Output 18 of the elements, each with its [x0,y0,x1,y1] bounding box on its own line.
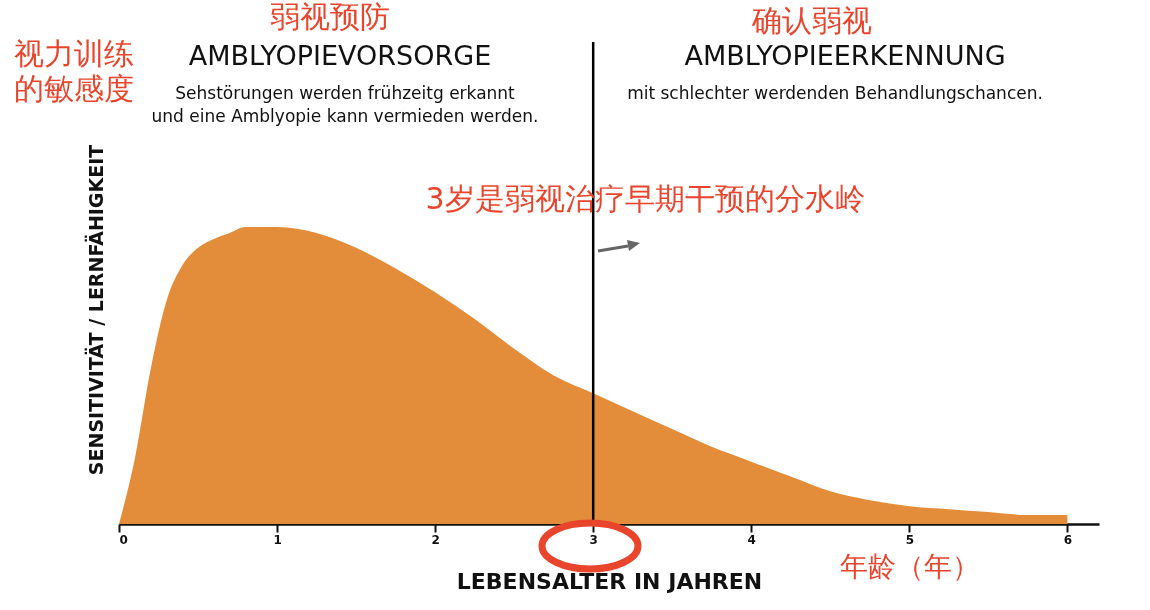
text: 弱视预防 [270,0,390,34]
x-tick-label: 5 [905,532,914,547]
x-tick-label: 1 [273,532,282,547]
text: 年龄（年） [840,550,980,583]
text: 确认弱视 [751,3,872,38]
text: AMBLYOPIEERKENNUNG [684,40,1006,71]
text: 视力训练的敏感度 [14,36,134,106]
text: AMBLYOPIEVORSORGE [188,40,492,71]
text: mit schlechter werdenden Behandlungschancen. [627,83,1043,103]
x-tick-label: 3 [589,532,598,547]
x-tick-label: 0 [119,532,128,547]
x-tick-label: 2 [431,532,440,547]
x-axis-title: LEBENSALTER IN JAHREN [456,568,763,594]
text: und eine Amblyopie kann vermieden werden. [151,106,539,126]
x-tick-label: 4 [747,532,756,547]
text: Sehstörungen werden frühzeitg erkannt [175,83,516,103]
y-axis-title: SENSITIVITÄT / LERNFÄHIGKEIT [84,144,107,476]
x-tick-label: 6 [1063,532,1073,547]
